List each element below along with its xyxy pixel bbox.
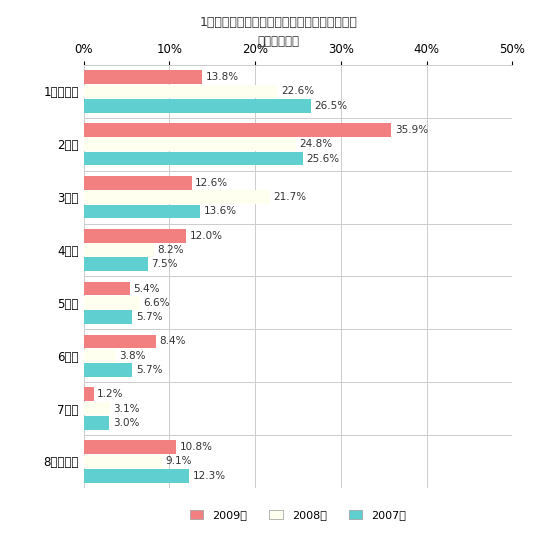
Text: 13.6%: 13.6% bbox=[204, 207, 237, 216]
Bar bbox=[84, 176, 192, 190]
Text: 12.3%: 12.3% bbox=[193, 470, 226, 481]
Bar bbox=[84, 416, 109, 430]
Bar bbox=[84, 138, 296, 151]
Bar bbox=[84, 243, 154, 257]
Text: 12.6%: 12.6% bbox=[195, 178, 228, 188]
Text: 22.6%: 22.6% bbox=[281, 87, 314, 96]
Text: （年で比較）: （年で比較） bbox=[257, 35, 300, 48]
Text: 24.8%: 24.8% bbox=[300, 139, 333, 149]
Text: 1.2%: 1.2% bbox=[97, 389, 124, 399]
Bar bbox=[84, 334, 155, 349]
Text: 3.1%: 3.1% bbox=[114, 404, 140, 414]
Text: 6.6%: 6.6% bbox=[144, 298, 170, 308]
Bar bbox=[84, 229, 187, 243]
Bar bbox=[84, 190, 270, 204]
Bar bbox=[84, 99, 311, 113]
Bar bbox=[84, 310, 133, 324]
Text: 3.8%: 3.8% bbox=[120, 351, 146, 360]
Text: 1週間のうち塾で勉強するのは何時間ですか？: 1週間のうち塾で勉強するのは何時間ですか？ bbox=[199, 16, 358, 29]
Text: 8.2%: 8.2% bbox=[157, 245, 184, 255]
Text: 26.5%: 26.5% bbox=[314, 101, 348, 111]
Legend: 2009年, 2008年, 2007年: 2009年, 2008年, 2007年 bbox=[185, 505, 411, 525]
Bar bbox=[84, 455, 162, 468]
Bar bbox=[84, 349, 116, 363]
Bar bbox=[84, 282, 130, 295]
Bar bbox=[84, 152, 303, 165]
Text: 7.5%: 7.5% bbox=[152, 259, 178, 269]
Bar bbox=[84, 296, 140, 309]
Text: 5.7%: 5.7% bbox=[136, 365, 163, 375]
Text: 9.1%: 9.1% bbox=[165, 456, 192, 466]
Bar bbox=[84, 85, 277, 98]
Text: 3.0%: 3.0% bbox=[113, 418, 139, 428]
Bar bbox=[84, 123, 392, 137]
Text: 8.4%: 8.4% bbox=[159, 337, 185, 346]
Text: 5.4%: 5.4% bbox=[133, 283, 160, 294]
Bar bbox=[84, 440, 176, 454]
Bar bbox=[84, 204, 200, 218]
Bar bbox=[84, 469, 189, 482]
Text: 12.0%: 12.0% bbox=[190, 231, 223, 241]
Bar bbox=[84, 257, 148, 271]
Text: 35.9%: 35.9% bbox=[395, 125, 428, 135]
Bar bbox=[84, 402, 110, 415]
Text: 5.7%: 5.7% bbox=[136, 312, 163, 322]
Text: 10.8%: 10.8% bbox=[179, 442, 213, 452]
Bar bbox=[84, 70, 202, 84]
Text: 21.7%: 21.7% bbox=[273, 192, 306, 202]
Text: 13.8%: 13.8% bbox=[206, 72, 238, 82]
Text: 25.6%: 25.6% bbox=[306, 153, 340, 164]
Bar bbox=[84, 363, 133, 377]
Bar bbox=[84, 388, 94, 401]
